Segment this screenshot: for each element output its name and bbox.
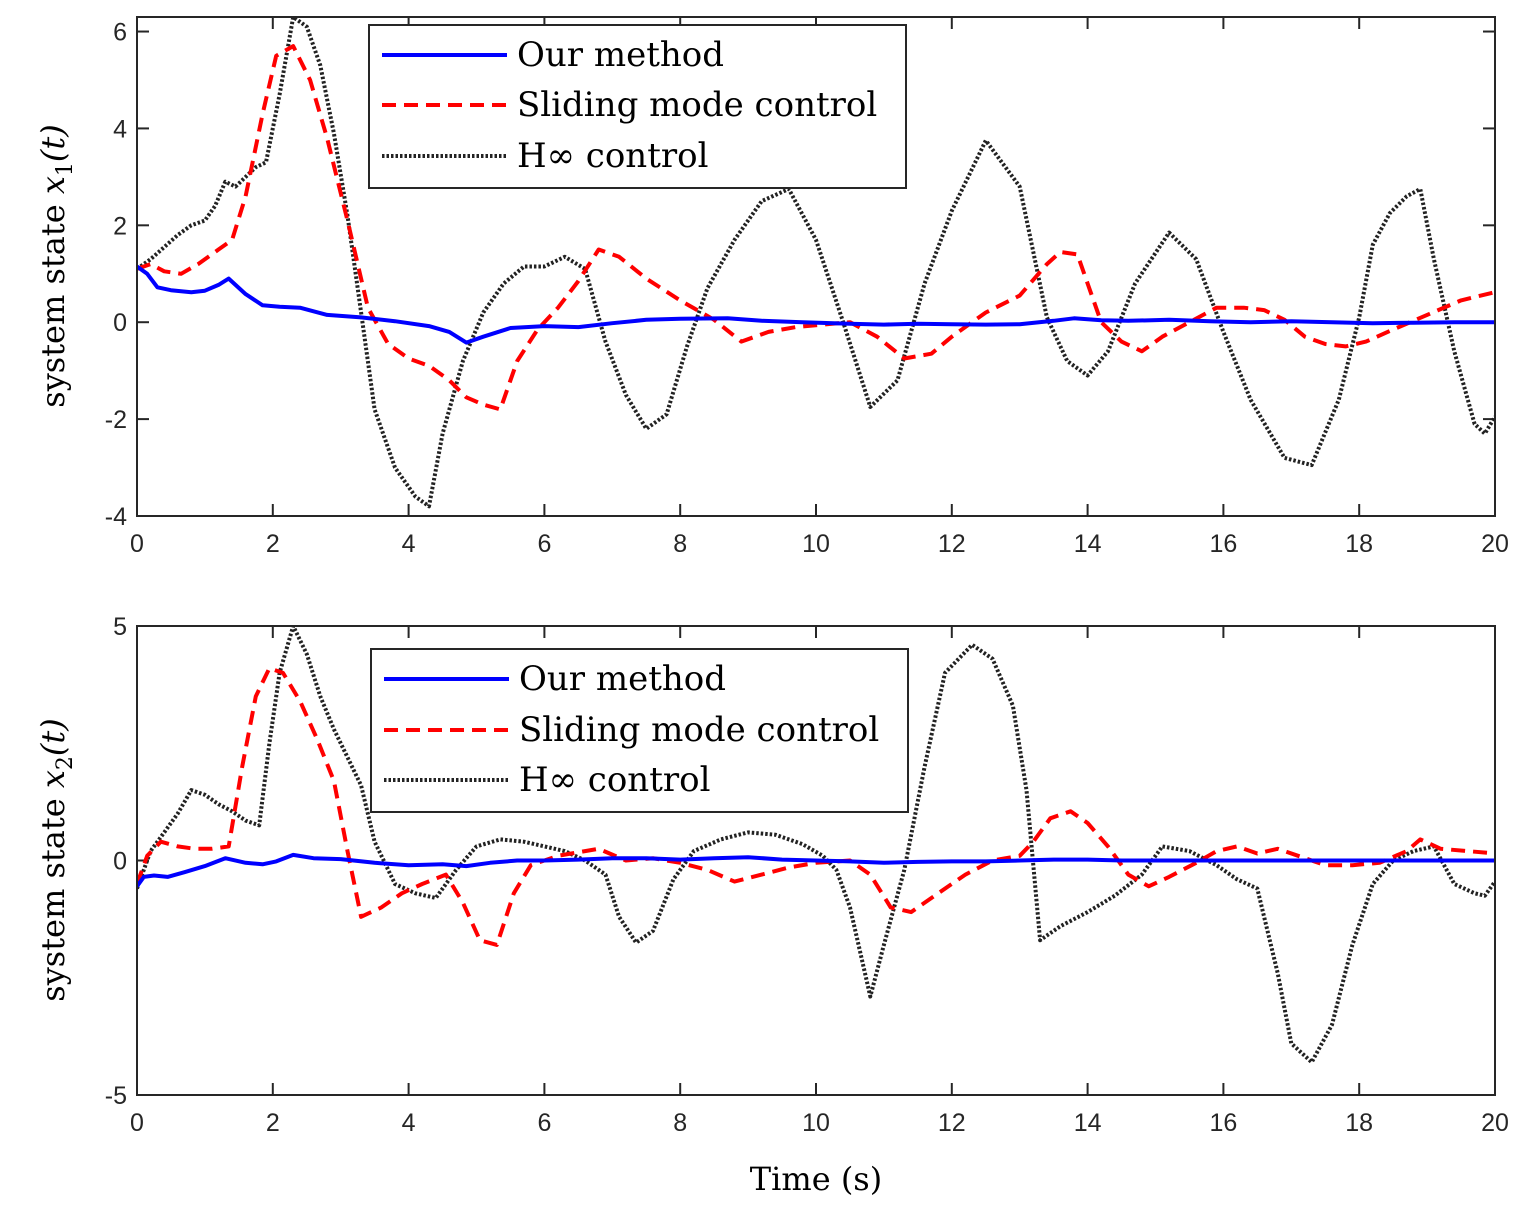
legend-label-our-method: Our method bbox=[519, 659, 726, 699]
x-tick-label: 18 bbox=[1345, 530, 1373, 558]
x-tick-label: 18 bbox=[1345, 1109, 1373, 1137]
legend-label-sliding-mode: Sliding mode control bbox=[517, 85, 877, 125]
x-tick-label: 20 bbox=[1481, 1109, 1509, 1137]
x-tick-label: 2 bbox=[266, 1109, 280, 1137]
x-ticks-x2: 0 2 4 6 8 10 12 14 16 18 20 bbox=[130, 626, 1509, 1137]
x-tick-label: 4 bbox=[402, 530, 416, 558]
x-ticks-x1: 0 2 4 6 8 10 12 14 16 18 20 bbox=[130, 17, 1509, 558]
legend-label-our-method: Our method bbox=[517, 35, 724, 75]
x-tick-label: 16 bbox=[1209, 1109, 1237, 1137]
y-tick-label: -2 bbox=[105, 406, 127, 434]
series-line-h-control bbox=[137, 626, 1495, 1065]
legend-label-h-inf: H∞ control bbox=[517, 136, 708, 176]
x-tick-label: 12 bbox=[938, 530, 966, 558]
x-tick-label: 14 bbox=[1074, 530, 1102, 558]
x-tick-label: 12 bbox=[938, 1109, 966, 1137]
y-tick-label: -5 bbox=[105, 1082, 127, 1110]
x-tick-label: 10 bbox=[802, 1109, 830, 1137]
y-axis-label-x1: system state x1(t) bbox=[34, 124, 78, 407]
x-tick-label: 0 bbox=[130, 530, 144, 558]
plot-lines-x1 bbox=[137, 17, 1495, 509]
x-tick-label: 10 bbox=[802, 530, 830, 558]
x-tick-label: 6 bbox=[537, 1109, 551, 1137]
x-tick-label: 14 bbox=[1074, 1109, 1102, 1137]
y-tick-label: -4 bbox=[105, 503, 127, 531]
axes-frame-x1 bbox=[136, 16, 1496, 517]
x-tick-label: 20 bbox=[1481, 530, 1509, 558]
x-axis-label: Time (s) bbox=[750, 1160, 882, 1198]
series-line-our-method bbox=[137, 852, 1495, 888]
y-axis-label-x2: system state x2(t) bbox=[34, 718, 78, 1001]
y-tick-label: 6 bbox=[113, 19, 127, 47]
y-ticks-x1: -4 -2 0 2 4 6 bbox=[105, 19, 1495, 531]
y-tick-label: 4 bbox=[113, 115, 127, 143]
series-line-sliding-mode-control bbox=[137, 44, 1495, 412]
subplot-x1: 0 2 4 6 8 10 12 14 16 18 20 -4 -2 0 2 4 6 Our method Sl… bbox=[34, 16, 1509, 558]
series-line-h-control bbox=[137, 17, 1495, 509]
series-line-our-method bbox=[137, 264, 1495, 345]
x-tick-label: 16 bbox=[1209, 530, 1237, 558]
series-line-sliding-mode-control bbox=[137, 666, 1495, 947]
y-tick-label: 5 bbox=[113, 613, 127, 641]
x-tick-label: 8 bbox=[673, 1109, 687, 1137]
y-tick-label: 0 bbox=[113, 309, 127, 337]
plot-lines-x2 bbox=[137, 626, 1495, 1065]
legend-label-h-inf: H∞ control bbox=[519, 760, 710, 800]
x-tick-label: 0 bbox=[130, 1109, 144, 1137]
legend-x2: Our method Sliding mode control H∞ contr… bbox=[370, 648, 909, 813]
legend-label-sliding-mode: Sliding mode control bbox=[519, 710, 879, 750]
x-tick-label: 2 bbox=[266, 530, 280, 558]
x-tick-label: 6 bbox=[537, 530, 551, 558]
axes-frame-x2 bbox=[136, 625, 1496, 1096]
subplot-x2: 0 2 4 6 8 10 12 14 16 18 20 -505 Our method Slidin… bbox=[34, 613, 1509, 1198]
y-tick-label: 2 bbox=[113, 212, 127, 240]
x-tick-label: 8 bbox=[673, 530, 687, 558]
y-ticks-x2: -5 0 5 bbox=[105, 613, 1495, 1110]
y-tick-label: 0 bbox=[113, 848, 127, 876]
x-tick-label: 4 bbox=[402, 1109, 416, 1137]
legend-x1: Our method Sliding mode control H∞ contr… bbox=[368, 24, 907, 189]
